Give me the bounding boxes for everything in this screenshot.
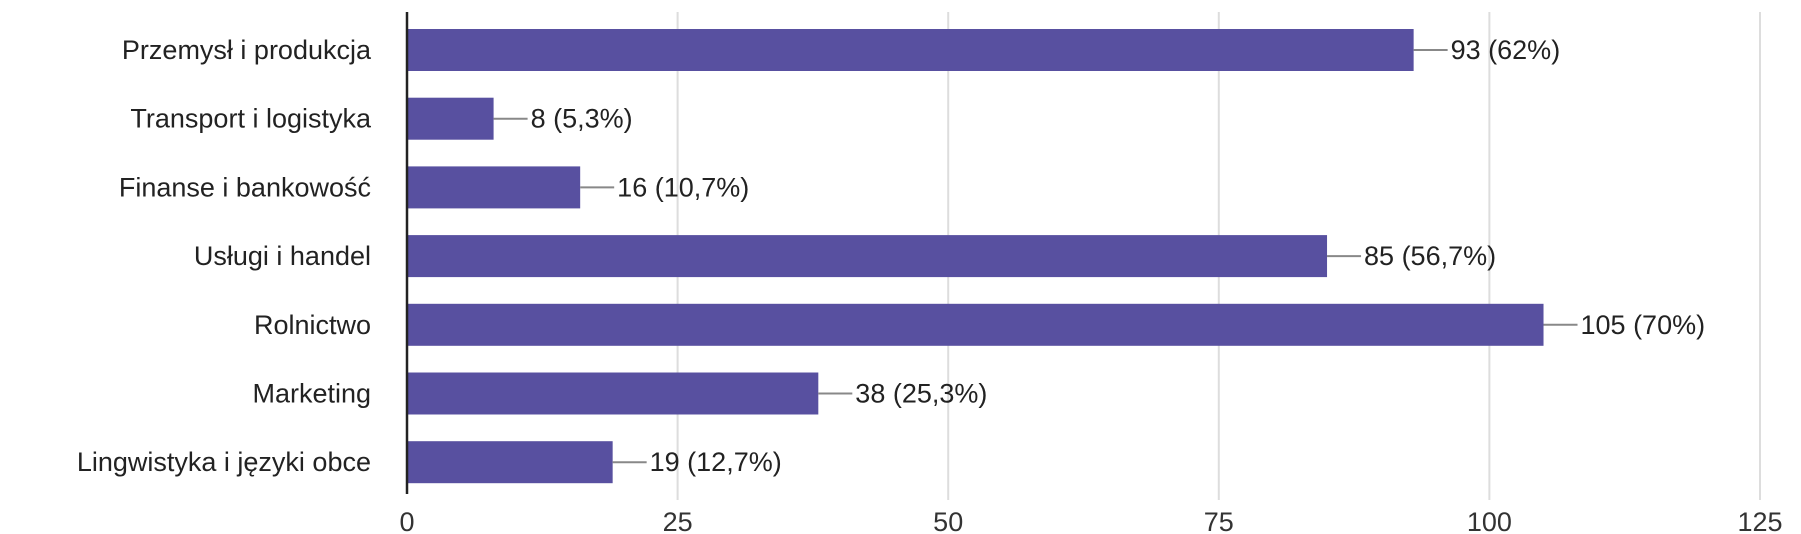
- bar: [407, 235, 1328, 278]
- category-label: Lingwistyka i języki obce: [77, 447, 371, 477]
- bar: [407, 29, 1414, 71]
- data-label: 38 (25,3%): [855, 379, 987, 409]
- bars: [407, 29, 1578, 484]
- category-label: Finanse i bankowość: [119, 172, 371, 202]
- x-tick-label: 100: [1467, 507, 1512, 534]
- bar: [407, 166, 581, 209]
- bar: [407, 441, 613, 484]
- x-tick-label: 50: [933, 507, 963, 534]
- x-tick-label: 0: [399, 507, 414, 534]
- category-label: Rolnictwo: [254, 310, 371, 340]
- data-label: 19 (12,7%): [650, 447, 782, 477]
- x-tick-label: 125: [1737, 507, 1782, 534]
- bar: [407, 97, 494, 140]
- category-label: Usługi i handel: [194, 241, 371, 271]
- labels: 0 25 50 75 100 125 Przemysł i produkcja 93 (62%…: [77, 35, 1783, 534]
- data-label: 8 (5,3%): [531, 104, 633, 134]
- bar: [407, 303, 1544, 346]
- data-label: 85 (56,7%): [1364, 241, 1496, 271]
- x-tick-label: 75: [1204, 507, 1234, 534]
- data-label: 93 (62%): [1451, 35, 1561, 65]
- data-label: 105 (70%): [1581, 310, 1706, 340]
- x-tick-label: 25: [663, 507, 693, 534]
- category-label: Przemysł i produkcja: [122, 35, 372, 65]
- bar: [407, 372, 819, 415]
- data-label: 16 (10,7%): [617, 172, 749, 202]
- category-label: Transport i logistyka: [130, 104, 372, 134]
- category-label: Marketing: [252, 379, 371, 409]
